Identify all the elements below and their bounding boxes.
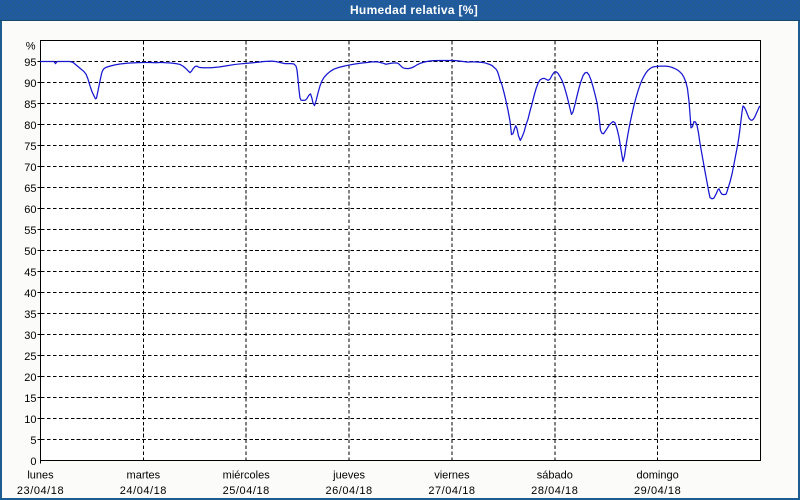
svg-text:jueves: jueves <box>332 470 365 482</box>
svg-text:80: 80 <box>24 120 36 132</box>
svg-text:45: 45 <box>24 267 36 279</box>
svg-text:0: 0 <box>30 456 36 468</box>
svg-text:65: 65 <box>24 183 36 195</box>
svg-text:martes: martes <box>127 470 161 482</box>
svg-text:miércoles: miércoles <box>223 470 271 482</box>
svg-text:70: 70 <box>24 162 36 174</box>
svg-text:30: 30 <box>24 330 36 342</box>
svg-text:85: 85 <box>24 99 36 111</box>
svg-text:40: 40 <box>24 288 36 300</box>
svg-text:24/04/18: 24/04/18 <box>120 485 167 497</box>
svg-text:60: 60 <box>24 204 36 216</box>
svg-text:15: 15 <box>24 393 36 405</box>
svg-text:28/04/18: 28/04/18 <box>531 485 578 497</box>
svg-text:90: 90 <box>24 78 36 90</box>
svg-text:75: 75 <box>24 141 36 153</box>
svg-text:25/04/18: 25/04/18 <box>223 485 270 497</box>
svg-text:25: 25 <box>24 351 36 363</box>
svg-text:55: 55 <box>24 225 36 237</box>
svg-text:viernes: viernes <box>434 470 470 482</box>
svg-text:26/04/18: 26/04/18 <box>325 485 372 497</box>
svg-text:lunes: lunes <box>27 470 54 482</box>
svg-text:95: 95 <box>24 57 36 69</box>
svg-text:%: % <box>26 41 36 53</box>
svg-text:29/04/18: 29/04/18 <box>634 485 681 497</box>
svg-text:35: 35 <box>24 309 36 321</box>
svg-text:domingo: domingo <box>637 470 679 482</box>
svg-text:Humedad relativa [%]: Humedad relativa [%] <box>350 3 478 17</box>
svg-text:5: 5 <box>30 435 36 447</box>
svg-text:23/04/18: 23/04/18 <box>17 485 64 497</box>
svg-text:20: 20 <box>24 372 36 384</box>
svg-text:27/04/18: 27/04/18 <box>428 485 475 497</box>
svg-text:50: 50 <box>24 246 36 258</box>
svg-text:sábado: sábado <box>537 470 573 482</box>
svg-text:10: 10 <box>24 414 36 426</box>
